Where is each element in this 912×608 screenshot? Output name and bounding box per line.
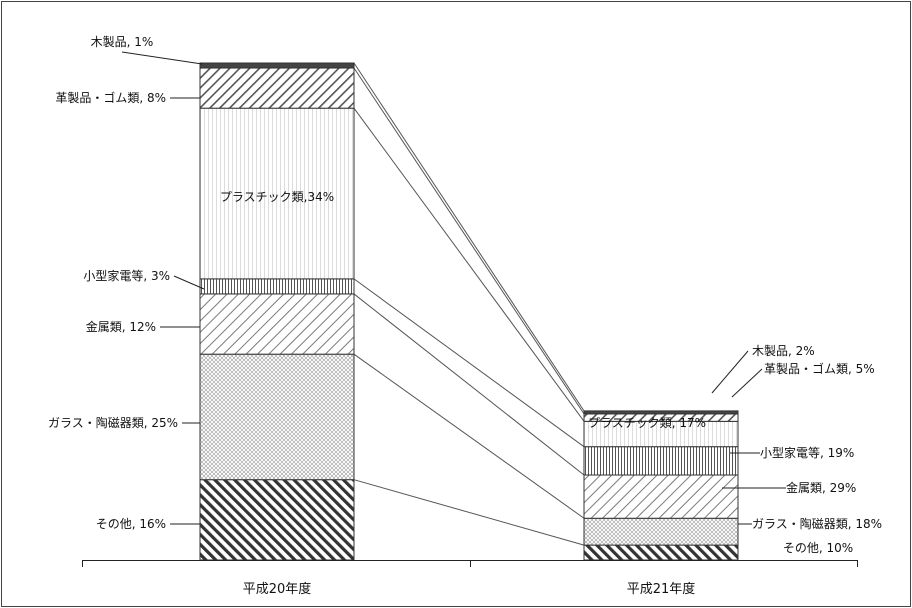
bar-segment-1-1	[199, 479, 355, 561]
data-label-1-5: プラスチック類,34%	[220, 190, 334, 204]
x-tick-label-1: 平成20年度	[243, 581, 312, 597]
leader-lines	[121, 51, 786, 525]
data-label-2-4: 小型家電等, 19%	[760, 445, 854, 460]
data-label-2-1: その他, 10%	[783, 541, 853, 555]
bar-segment-2-2	[583, 517, 739, 546]
data-label-2-7: 木製品, 2%	[752, 344, 815, 358]
x-tick-label-2: 平成21年度	[627, 581, 696, 597]
leader-line-1-4	[173, 275, 205, 290]
series-line-6	[353, 67, 585, 415]
data-labels: その他, 16% その他, 10% ガラス・陶磁器類, 25% ガラス・陶磁器類, 1…	[48, 35, 882, 555]
data-label-1-3: 金属類, 12%	[86, 319, 156, 334]
series-line-1	[353, 479, 585, 546]
leader-line-2-7	[711, 350, 749, 394]
bar-segment-2-7	[583, 410, 739, 415]
bar-segment-2-4	[583, 446, 739, 476]
bar-segment-1-5	[199, 107, 355, 280]
series-line-3	[353, 293, 585, 476]
x-axis: 平成20年度 平成21年度	[82, 560, 858, 597]
data-label-1-2: ガラス・陶磁器類, 25%	[48, 415, 178, 430]
bar-segment-1-6	[199, 67, 355, 109]
data-label-1-1: その他, 16%	[96, 517, 166, 531]
leader-line-1-7	[121, 51, 203, 65]
series-line-5	[353, 107, 585, 422]
bar-segments	[199, 62, 739, 561]
data-label-2-5: プラスチック類, 17%	[588, 416, 706, 430]
data-label-2-3: 金属類, 29%	[786, 480, 856, 495]
data-label-1-7: 木製品, 1%	[91, 35, 154, 49]
leader-line-2-6	[731, 368, 763, 398]
bar-segment-1-4	[199, 278, 355, 295]
series-line-7	[353, 62, 585, 412]
data-label-1-4: 小型家電等, 3%	[83, 268, 170, 283]
bar-segment-1-3	[199, 293, 355, 355]
series-line-4	[353, 278, 585, 448]
data-label-2-6: 革製品・ゴム類, 5%	[764, 361, 875, 376]
series-connector-lines	[353, 62, 585, 546]
bar-segment-2-3	[583, 474, 739, 519]
series-line-2	[353, 353, 585, 519]
bar-segment-1-7	[199, 62, 355, 69]
data-label-1-6: 革製品・ゴム類, 8%	[55, 90, 166, 105]
bar-segment-2-1	[583, 544, 739, 561]
bar-segment-1-2	[199, 353, 355, 481]
bar-segment-2-5	[583, 420, 739, 448]
data-label-2-2: ガラス・陶磁器類, 18%	[752, 516, 882, 531]
